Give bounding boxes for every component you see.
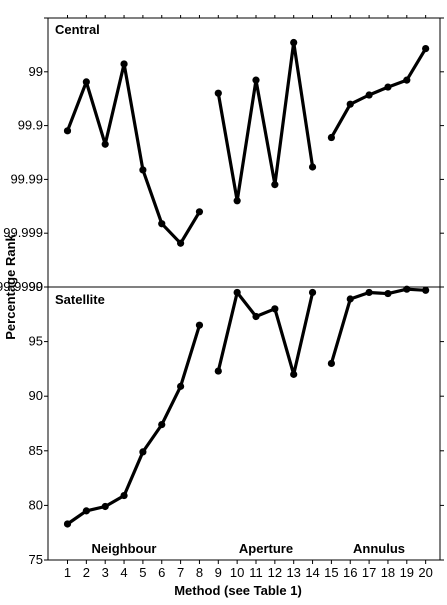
satellite-series-line-3 [329,287,426,364]
central-data-point [290,38,298,47]
satellite-data-point [177,382,185,390]
central-data-point [82,78,90,86]
x-tick-label: 10 [230,565,244,580]
satellite-data-point [290,370,298,378]
central-series-line-1 [66,62,201,245]
central-data-point [346,100,354,108]
y-tick-label-central: 99.9 [18,118,43,133]
y-tick-label-satellite: 80 [29,497,43,512]
central-data-point [177,239,185,247]
points-layer [63,38,430,528]
central-data-point [252,76,260,84]
satellite-data-point [403,285,411,293]
central-data-point [422,44,430,53]
y-tick-label-satellite: 85 [29,443,43,458]
satellite-series-line-2 [216,290,315,376]
satellite-data-point [158,420,166,429]
central-data-point [403,76,411,84]
panel-frame-satellite [47,286,441,561]
x-tick-label: 8 [196,565,203,580]
central-data-point [158,220,166,228]
group-label-aperture: Aperture [239,541,293,556]
x-axis-label: Method (see Table 1) [174,583,302,598]
satellite-data-point [346,295,354,303]
satellite-data-point [271,305,279,313]
panel-title-central: Central [55,22,100,37]
central-data-point [384,83,392,91]
x-tick-label: 15 [324,565,338,580]
x-tick-label: 19 [400,565,414,580]
central-data-point [365,91,373,99]
x-tick-label: 4 [120,565,127,580]
y-tick-label-central: 99.9999 [0,279,43,294]
satellite-data-point [233,288,241,297]
central-data-point [101,140,109,148]
satellite-data-point [195,321,204,329]
group-label-annulus: Annulus [353,541,405,556]
x-tick-label: 16 [343,565,357,580]
x-tick-label: 5 [139,565,146,580]
y-tick-label-central: 99.99 [10,171,43,186]
satellite-data-point [384,289,392,298]
satellite-data-point [82,507,90,515]
y-tick-label-central: 99 [29,64,43,79]
y-tick-label-central: 90 [29,279,43,294]
central-data-point [327,133,335,142]
x-tick-label: 3 [102,565,109,580]
x-tick-label: 18 [381,565,395,580]
x-tick-label: 12 [268,565,282,580]
y-tick-label-satellite: 90 [29,388,43,403]
central-data-point [233,197,241,205]
central-data-point [120,60,128,68]
y-axis-label: Percentage Rank [3,233,18,339]
y-tick-label-satellite: 95 [29,334,43,349]
x-tick-label: 7 [177,565,184,580]
satellite-data-point [252,312,260,321]
y-tick-label-central: 99.999 [3,225,43,240]
satellite-data-point [308,288,317,297]
labels-layer: Central Satellite Neighbour Aperture Ann… [3,22,405,598]
y-tick-label-satellite: 75 [29,552,43,567]
central-data-point [195,208,204,216]
x-tick-label: 14 [305,565,319,580]
central-series-line-3 [330,47,428,139]
central-data-point [63,127,72,135]
x-tick-label: 1 [64,565,71,580]
satellite-data-point [139,448,147,456]
satellite-data-point [365,288,373,297]
x-tick-label: 20 [418,565,432,580]
central-data-point [308,163,317,171]
group-label-neighbour: Neighbour [92,541,157,556]
central-data-point [214,89,222,97]
central-series-line-2 [216,40,315,203]
satellite-data-point [214,367,222,375]
central-data-point [271,181,279,189]
satellite-data-point [63,520,72,528]
x-tick-label: 11 [249,565,263,580]
x-tick-label: 9 [215,565,222,580]
x-tick-label: 6 [158,565,165,580]
x-tick-label: 17 [362,565,376,580]
satellite-series-line-1 [66,324,202,526]
satellite-data-point [120,491,128,500]
satellite-data-point [422,286,430,294]
x-tick-label: 13 [286,565,300,580]
central-data-point [139,166,147,174]
x-tick-label: 2 [83,565,90,580]
satellite-data-point [101,502,109,511]
lines-layer [66,40,428,526]
satellite-data-point [327,359,335,368]
panel-title-satellite: Satellite [55,292,105,307]
